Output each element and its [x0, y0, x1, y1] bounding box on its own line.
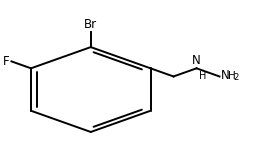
- Text: N: N: [192, 54, 201, 68]
- Text: F: F: [3, 55, 9, 68]
- Text: 2: 2: [234, 73, 239, 82]
- Text: H: H: [228, 71, 236, 81]
- Text: H: H: [199, 71, 206, 81]
- Text: N: N: [221, 69, 230, 82]
- Text: Br: Br: [84, 18, 97, 31]
